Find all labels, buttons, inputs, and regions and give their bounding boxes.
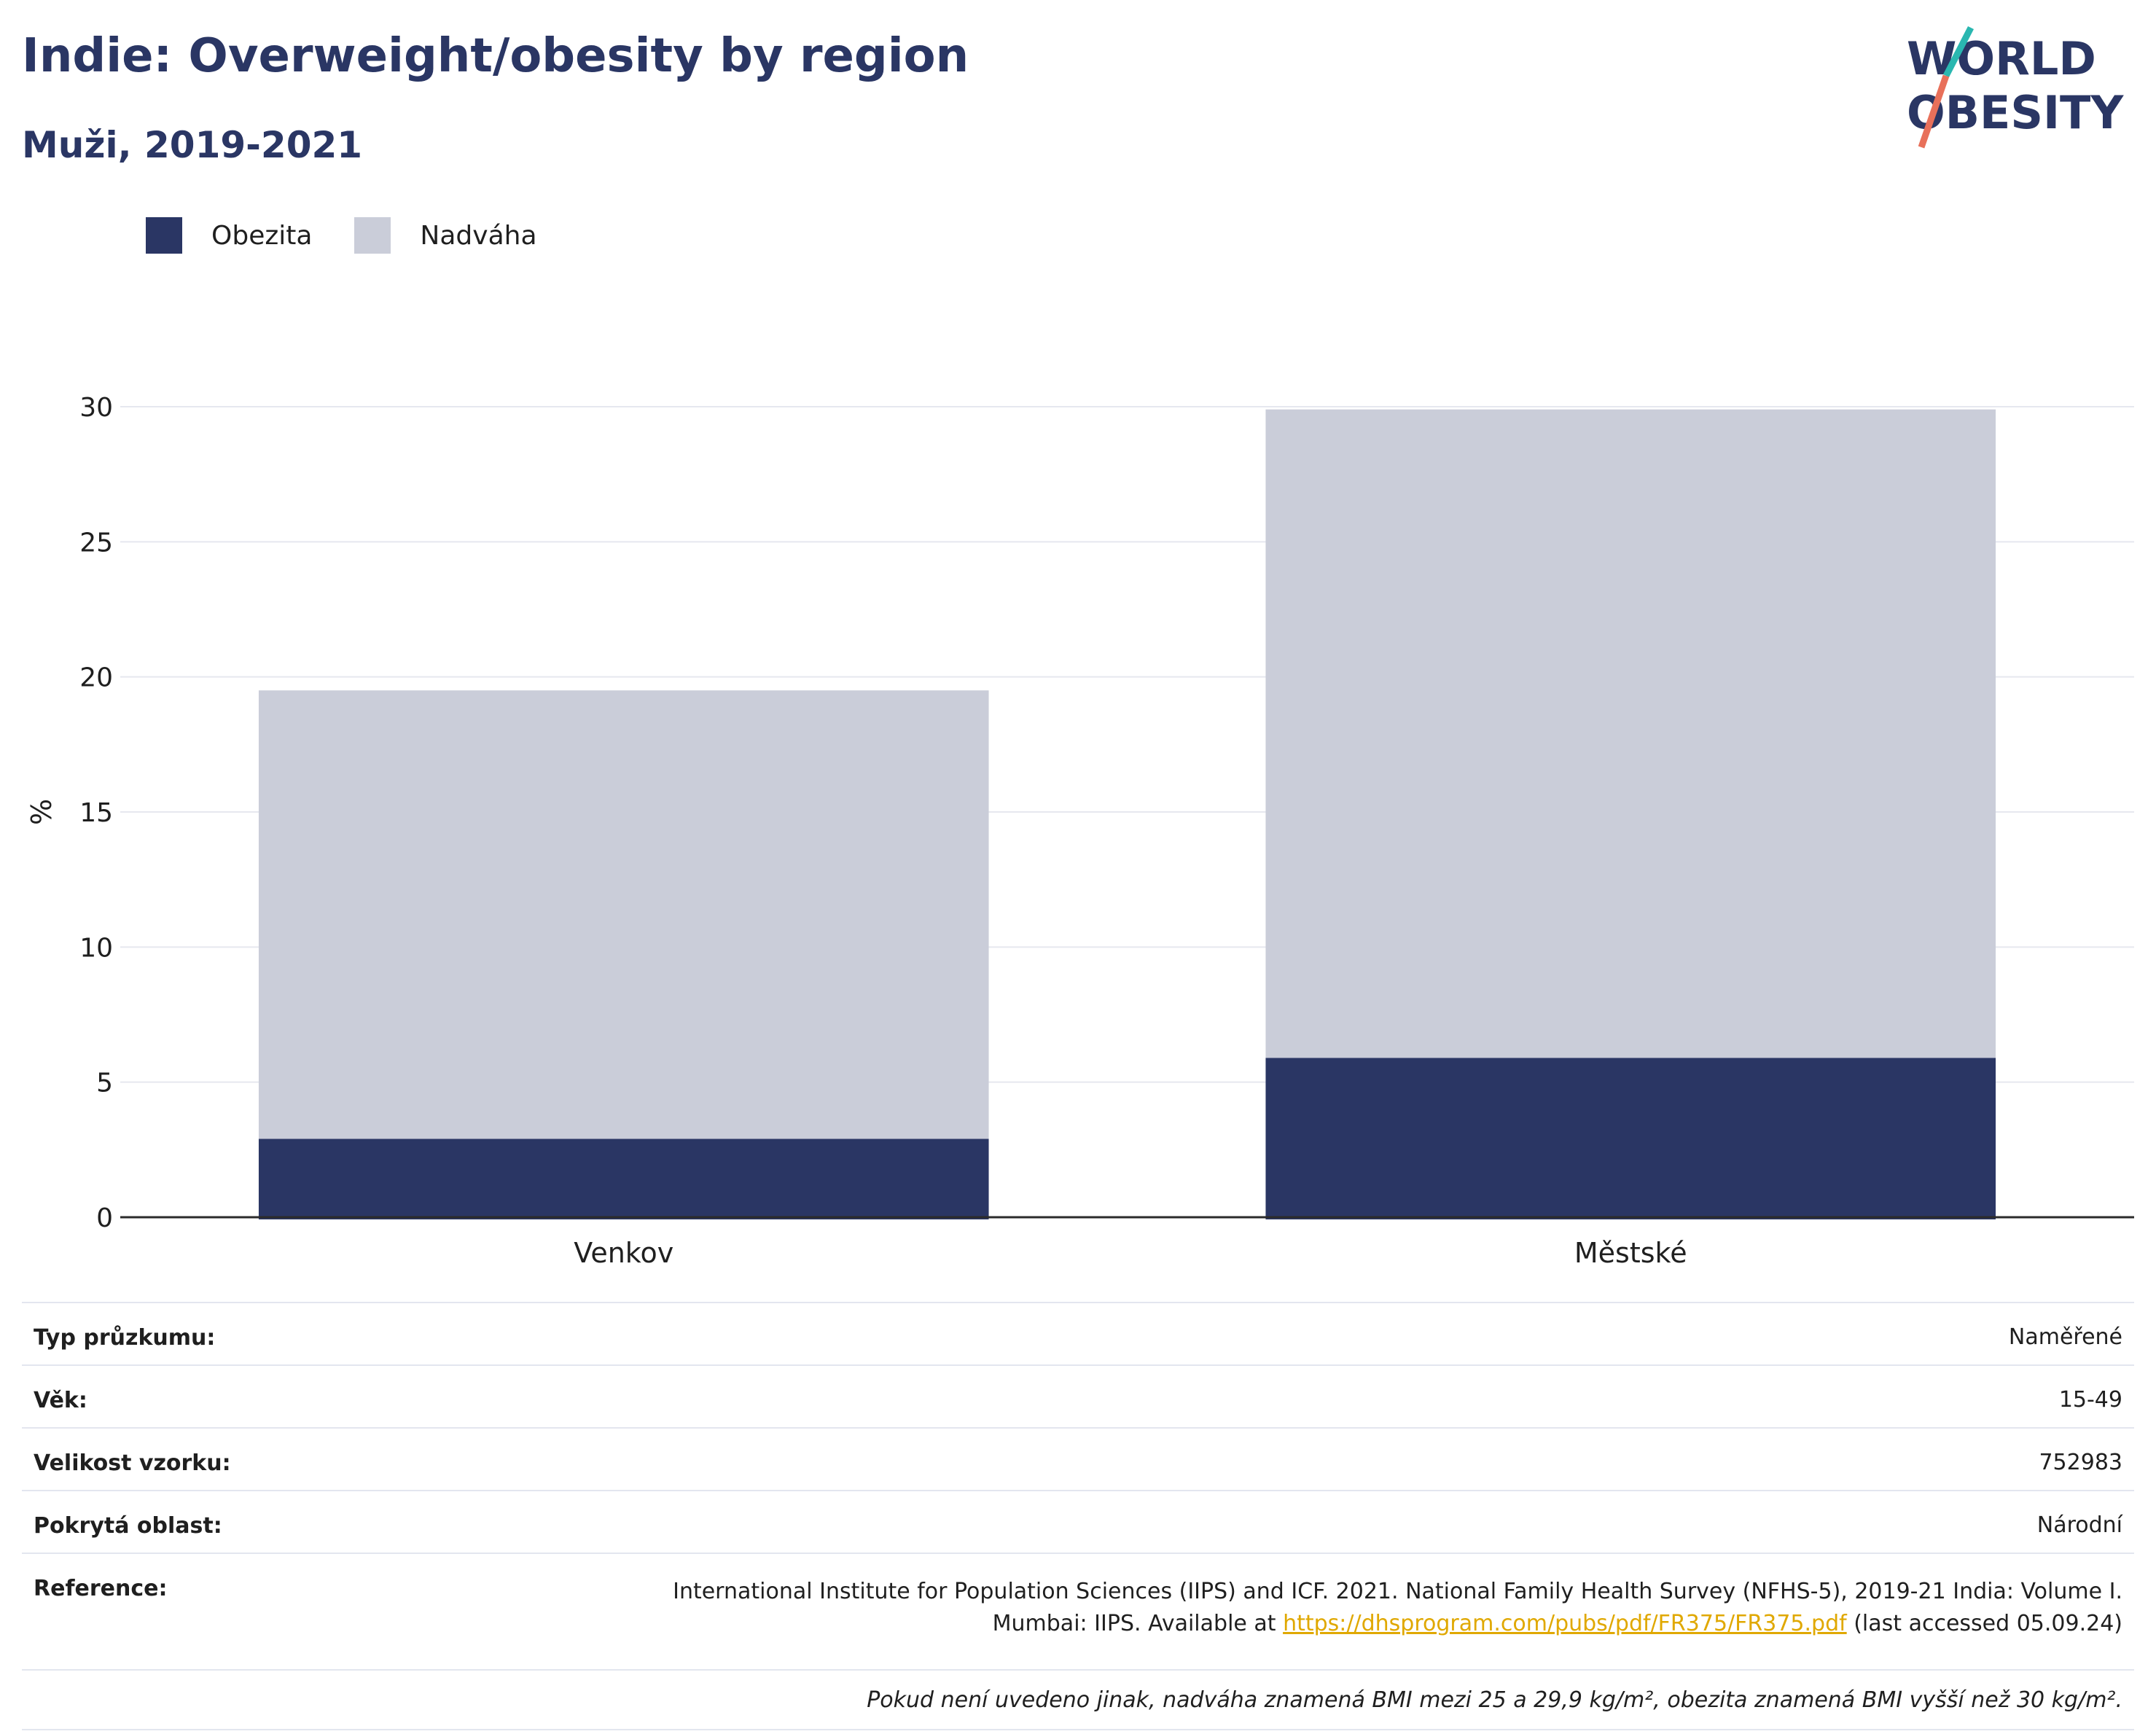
stacked-bar-chart: 0 5 10 15 20 25 30% Venkov Městské (26, 393, 2134, 1268)
logo-slash-teal (1942, 26, 1975, 78)
info-row-sample-size: Velikost vzorku: 752983 (22, 1427, 2134, 1490)
info-row-footnote: Pokud není uvedeno jinak, nadváha znamen… (22, 1669, 2134, 1730)
y-tick-label: 5 (96, 1069, 113, 1098)
bar-obesity-0 (258, 1139, 989, 1219)
legend-swatch-overweight (354, 217, 391, 254)
logo-line2: OBESITY (1907, 86, 2124, 139)
reference-suffix: (last accessed 05.09.24) (1846, 1611, 2122, 1636)
survey-info-table: Typ průzkumu: Naměřené Věk: 15-49 Veliko… (22, 1302, 2134, 1730)
info-row-reference: Reference: International Institute for P… (22, 1553, 2134, 1669)
y-tick-label: 20 (79, 663, 113, 693)
chart-legend: Obezita Nadváha (146, 217, 579, 254)
y-axis-label: % (26, 799, 58, 825)
reference-label: Reference: (34, 1576, 168, 1601)
logo-slash-coral (1918, 74, 1950, 149)
survey-type-label: Typ průzkumu: (34, 1325, 216, 1351)
sample-size-value: 752983 (2039, 1450, 2122, 1475)
area-value: Národní (2036, 1512, 2122, 1538)
reference-line1: International Institute for Population S… (673, 1579, 2122, 1604)
survey-type-value: Naměřené (2008, 1324, 2122, 1350)
legend-label-obesity: Obezita (211, 220, 313, 251)
legend-swatch-obesity (146, 217, 182, 254)
y-tick-label: 0 (96, 1203, 113, 1233)
age-value: 15-49 (2058, 1387, 2122, 1413)
x-tick-label: Městské (1574, 1237, 1687, 1268)
bar-overweight-0 (258, 690, 989, 1139)
reference-link[interactable]: https://dhsprogram.com/pubs/pdf/FR375/FR… (1283, 1611, 1847, 1636)
y-tick-label: 15 (79, 798, 113, 828)
legend-item-overweight: Nadváha (354, 217, 537, 254)
area-label: Pokrytá oblast: (34, 1513, 222, 1539)
age-label: Věk: (34, 1388, 87, 1413)
bar-overweight-1 (1265, 409, 1996, 1058)
page-subtitle: Muži, 2019-2021 (22, 124, 363, 166)
x-tick-label: Venkov (574, 1237, 673, 1268)
page-title: Indie: Overweight/obesity by region (22, 29, 969, 83)
legend-item-obesity: Obezita (146, 217, 312, 254)
legend-label-overweight: Nadváha (420, 220, 537, 251)
info-row-survey-type: Typ průzkumu: Naměřené (22, 1302, 2134, 1364)
world-obesity-logo: WORLD OBESITY (1907, 26, 2124, 149)
y-tick-label: 10 (79, 933, 113, 963)
bar-obesity-1 (1265, 1058, 1996, 1219)
footnote: Pokud není uvedeno jinak, nadváha znamen… (867, 1687, 2122, 1713)
info-row-area: Pokrytá oblast: Národní (22, 1490, 2134, 1553)
reference-value: International Institute for Population S… (673, 1576, 2122, 1640)
reference-prefix: Mumbai: IIPS. Available at (992, 1611, 1284, 1636)
sample-size-label: Velikost vzorku: (34, 1450, 231, 1476)
logo-line1: WORLD (1907, 32, 2096, 85)
y-tick-label: 25 (79, 528, 113, 558)
y-tick-label: 30 (79, 393, 113, 423)
info-row-age: Věk: 15-49 (22, 1364, 2134, 1427)
